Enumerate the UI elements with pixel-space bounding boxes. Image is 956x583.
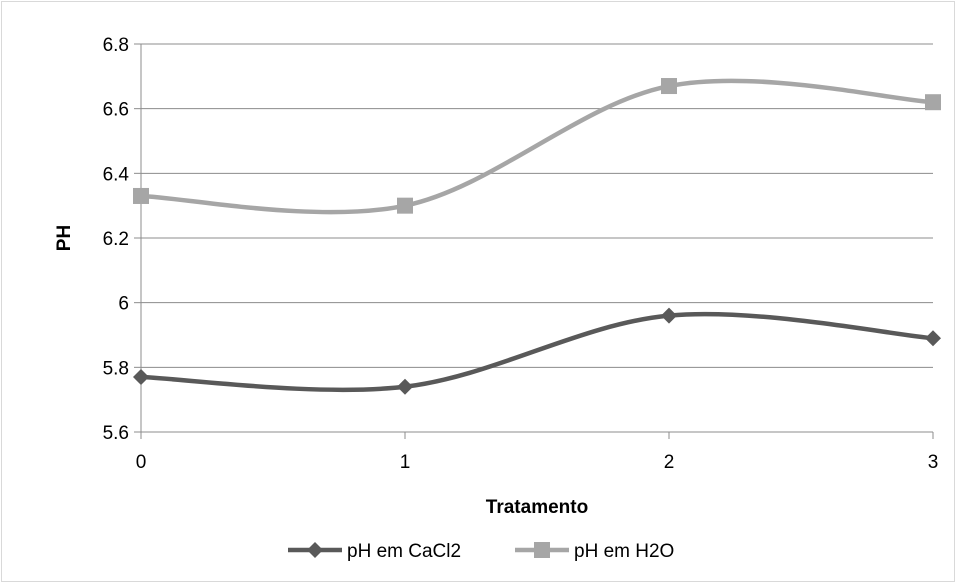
series-group — [133, 78, 941, 395]
y-tick-labels: 5.6 5.8 6 6.2 6.4 6.6 6.8 — [103, 35, 130, 444]
gridlines — [141, 43, 933, 368]
x-tick-label: 3 — [928, 452, 939, 473]
y-tick-label: 6.6 — [103, 100, 129, 121]
legend-item-h2o: pH em H2O — [515, 541, 674, 562]
data-point-h2o — [925, 94, 941, 111]
y-axis-title: PH — [54, 225, 75, 251]
x-tick-label: 2 — [664, 452, 675, 473]
data-point-cacl2 — [925, 330, 941, 347]
series-h2o — [133, 78, 941, 215]
data-point-cacl2 — [397, 378, 413, 395]
x-axis-title: Tratamento — [486, 497, 588, 518]
series-cacl2 — [133, 307, 941, 395]
y-tick-label: 6.4 — [103, 164, 130, 185]
y-tick-label: 5.8 — [103, 358, 129, 379]
x-tick-label: 0 — [136, 452, 147, 473]
x-tick-label: 1 — [400, 452, 411, 473]
legend-marker-cacl2 — [307, 542, 323, 558]
legend-item-cacl2: pH em CaCl2 — [288, 541, 461, 562]
series-line-h2o — [138, 78, 936, 215]
data-point-h2o — [661, 78, 677, 95]
y-tick-label: 6 — [118, 294, 129, 315]
legend-label-cacl2: pH em CaCl2 — [347, 541, 461, 562]
y-tick-label: 5.6 — [103, 423, 129, 444]
data-point-cacl2 — [661, 307, 677, 324]
y-tick-label: 6.2 — [103, 229, 129, 250]
legend-label-h2o: pH em H2O — [574, 541, 674, 562]
x-tick-labels: 0 1 2 3 — [136, 452, 939, 473]
data-point-h2o — [397, 197, 413, 214]
axes — [134, 43, 934, 439]
data-point-cacl2 — [133, 369, 149, 386]
legend: pH em CaCl2 pH em H2O — [288, 541, 674, 562]
legend-marker-h2o — [534, 542, 550, 558]
data-point-h2o — [133, 187, 149, 204]
series-line-cacl2 — [138, 311, 936, 393]
y-tick-label: 6.8 — [103, 35, 129, 56]
